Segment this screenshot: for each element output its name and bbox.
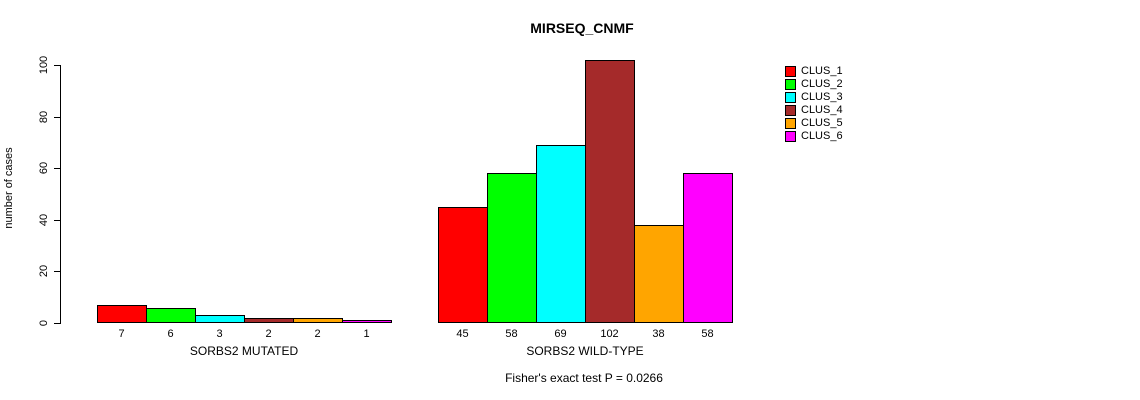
- bar: [634, 225, 684, 323]
- legend-label: CLUS_1: [801, 65, 843, 77]
- legend-swatch: [785, 131, 796, 142]
- legend-label: CLUS_3: [801, 91, 843, 103]
- legend-label: CLUS_6: [801, 130, 843, 142]
- y-tick-mark: [54, 65, 60, 66]
- y-tick-mark: [54, 168, 60, 170]
- legend-swatch: [785, 79, 796, 90]
- bar: [97, 305, 147, 323]
- group-axis-label: SORBS2 MUTATED: [189, 344, 299, 358]
- chart-title: MIRSEQ_CNMF: [530, 20, 634, 36]
- bar-value-label: 58: [701, 328, 714, 340]
- bar-value-label: 6: [167, 328, 174, 340]
- legend-label: CLUS_2: [801, 78, 843, 90]
- y-tick-mark: [54, 323, 60, 324]
- y-tick-label: 60: [38, 162, 50, 175]
- bar: [342, 320, 392, 323]
- y-axis-line: [60, 65, 61, 324]
- bar-value-label: 69: [554, 328, 567, 340]
- bar-value-label: 45: [456, 328, 469, 340]
- stat-annotation: Fisher's exact test P = 0.0266: [505, 371, 663, 385]
- y-tick-mark: [54, 116, 60, 118]
- bar: [487, 173, 537, 323]
- y-tick-mark: [54, 219, 60, 221]
- bar-value-label: 102: [600, 328, 619, 340]
- bar: [536, 145, 586, 323]
- legend-label: CLUS_5: [801, 117, 843, 129]
- y-tick-label: 100: [38, 55, 50, 75]
- group-axis-label: SORBS2 WILD-TYPE: [526, 344, 644, 358]
- bar-value-label: 2: [314, 328, 321, 340]
- y-tick-mark: [54, 271, 60, 273]
- bar: [146, 308, 196, 323]
- bar-value-label: 38: [652, 328, 665, 340]
- legend-label: CLUS_4: [801, 104, 843, 116]
- y-axis-title: number of cases: [3, 147, 15, 229]
- bar: [195, 315, 245, 323]
- bar-value-label: 3: [216, 328, 223, 340]
- y-tick-label: 80: [38, 110, 50, 123]
- bar: [585, 60, 635, 323]
- legend-swatch: [785, 92, 796, 103]
- bar-value-label: 58: [505, 328, 518, 340]
- bar-value-label: 2: [265, 328, 272, 340]
- bar-value-label: 7: [118, 328, 125, 340]
- bar: [244, 318, 294, 323]
- y-tick-label: 20: [38, 265, 50, 278]
- bar: [293, 318, 343, 323]
- bar-value-label: 1: [363, 328, 370, 340]
- legend-swatch: [785, 66, 796, 77]
- legend-swatch: [785, 105, 796, 116]
- y-tick-label: 0: [38, 319, 50, 327]
- legend-swatch: [785, 118, 796, 129]
- y-tick-label: 40: [38, 213, 50, 226]
- bar: [683, 173, 733, 323]
- bar: [438, 207, 488, 323]
